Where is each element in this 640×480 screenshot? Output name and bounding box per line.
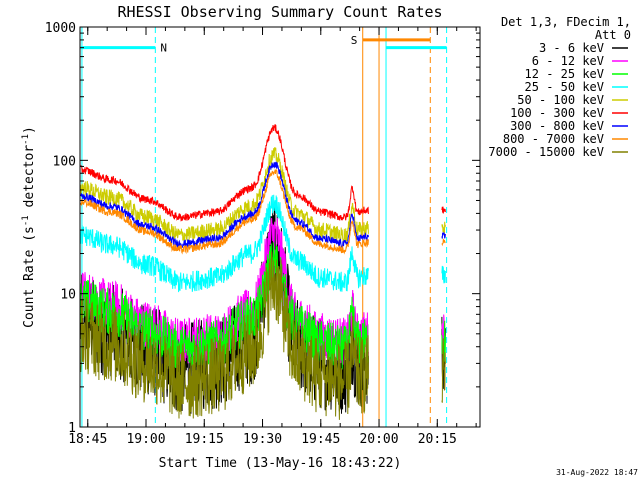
- legend-label-2: 12 - 25 keV: [525, 67, 604, 81]
- series-line-7-seg-1: [441, 238, 446, 247]
- y-axis-label: Count Rate (s-1 detector-1): [21, 126, 37, 328]
- legend-label-5: 100 - 300 keV: [510, 106, 604, 120]
- mode-bar-label-1: S: [351, 34, 358, 47]
- x-tick-label-4: 19:45: [301, 432, 340, 447]
- legend-label-4: 50 - 100 keV: [517, 93, 604, 107]
- y-tick-label-3: 1000: [45, 21, 76, 36]
- x-tick-label-5: 20:00: [359, 432, 398, 447]
- legend-label-1: 6 - 12 keV: [532, 54, 604, 68]
- y-tick-label-0: 1: [68, 421, 76, 436]
- x-tick-label-1: 19:00: [126, 432, 165, 447]
- series-line-3-seg-0: [80, 194, 369, 293]
- chart-title: RHESSI Observing Summary Count Rates: [117, 3, 442, 21]
- series-line-6-seg-1: [441, 231, 446, 239]
- series-line-4-seg-1: [441, 221, 446, 235]
- x-tick-label-0: 18:45: [68, 432, 107, 447]
- series-line-5-seg-1: [441, 206, 446, 214]
- legend-header-line1: Det 1,3, FDecim 1,: [501, 15, 631, 29]
- plot-frame: [79, 26, 481, 428]
- series-line-3-seg-1: [441, 265, 446, 284]
- legend-header-line2: Att 0: [595, 28, 631, 42]
- series-line-7-seg-0: [80, 168, 369, 255]
- series-line-8-seg-0: [80, 251, 369, 420]
- legend-label-8: 7000 - 15000 keV: [488, 145, 604, 159]
- x-tick-label-2: 19:15: [185, 432, 224, 447]
- legend-label-3: 25 - 50 keV: [525, 80, 604, 94]
- x-tick-label-6: 20:15: [418, 432, 457, 447]
- series-line-4-seg-0: [80, 146, 369, 243]
- y-tick-label-1: 10: [60, 288, 76, 303]
- mode-bar-label-0: N: [160, 42, 167, 55]
- legend-label-7: 800 - 7000 keV: [503, 132, 604, 146]
- y-tick-label-2: 100: [53, 154, 76, 169]
- series-line-5-seg-0: [80, 124, 369, 222]
- axes: 18:45 19:00 19:15 19:30 19:45 20:00 20:15 1 10 10…: [45, 21, 480, 447]
- legend-label-6: 300 - 800 keV: [510, 119, 604, 133]
- series-line-8-seg-1: [441, 338, 446, 403]
- legend-label-0: 3 - 6 keV: [539, 41, 604, 55]
- series-line-6-seg-0: [80, 161, 369, 249]
- x-tick-label-3: 19:30: [243, 432, 282, 447]
- x-axis-label: Start Time (13-May-16 18:43:22): [159, 456, 402, 471]
- timestamp: 31-Aug-2022 18:47: [556, 468, 638, 477]
- plot-area: NS: [80, 27, 448, 427]
